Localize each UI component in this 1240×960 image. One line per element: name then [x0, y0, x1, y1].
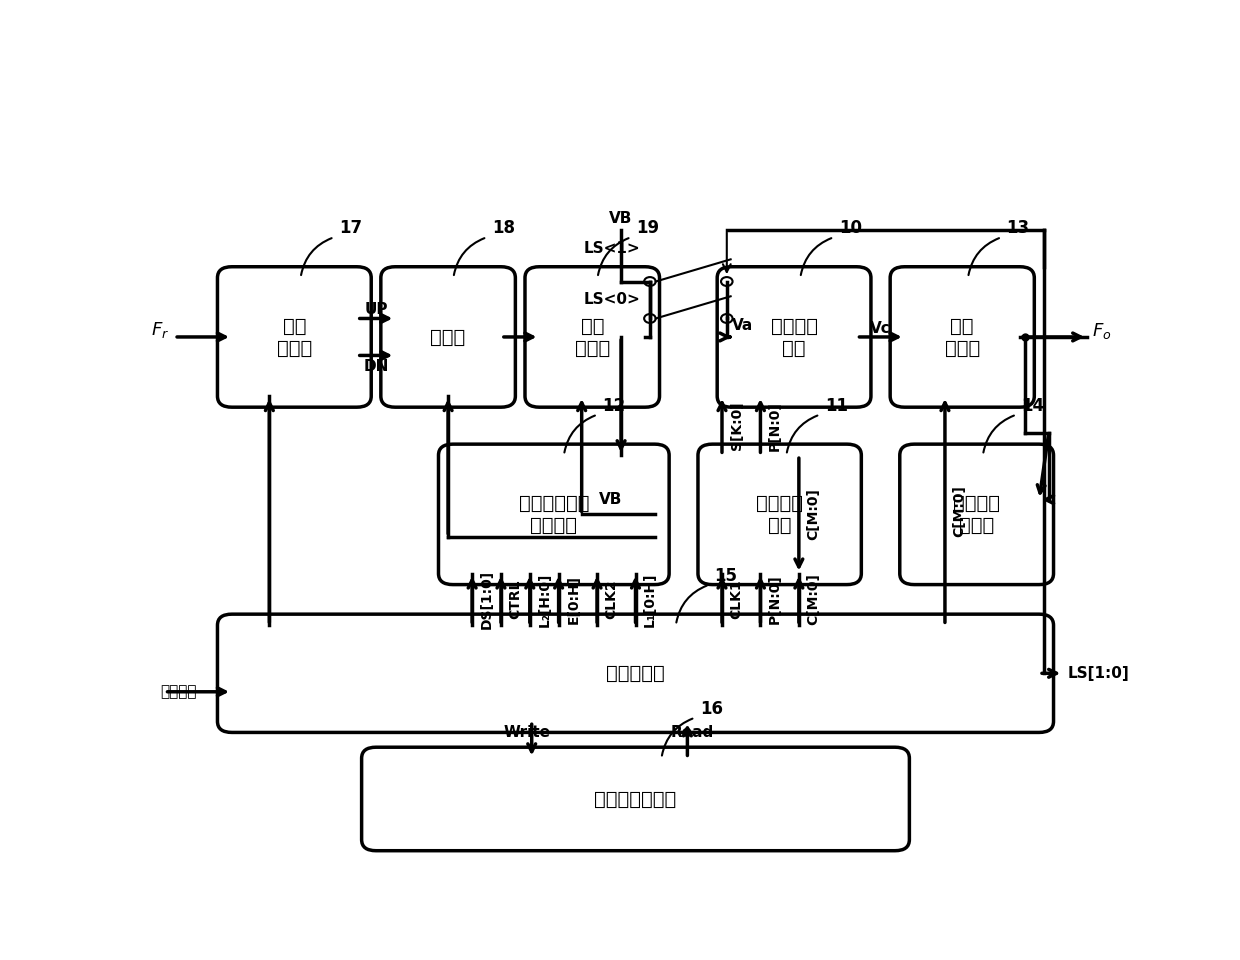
Text: Va: Va	[732, 319, 753, 333]
Text: CLK1: CLK1	[729, 580, 744, 619]
FancyBboxPatch shape	[381, 267, 516, 407]
Text: 压控
振荡器: 压控 振荡器	[945, 317, 980, 357]
Text: E[0:H]: E[0:H]	[567, 575, 580, 624]
Text: 19: 19	[636, 219, 660, 237]
FancyBboxPatch shape	[439, 444, 670, 585]
Text: 双模预置
分频器: 双模预置 分频器	[954, 493, 1001, 535]
Text: C[M:0]: C[M:0]	[952, 485, 967, 537]
Text: 18: 18	[492, 219, 515, 237]
Text: 16: 16	[699, 700, 723, 718]
Text: 13: 13	[1007, 219, 1029, 237]
FancyBboxPatch shape	[890, 267, 1034, 407]
Text: $F_r$: $F_r$	[151, 320, 170, 340]
Text: 10: 10	[838, 219, 862, 237]
Text: LS<1>: LS<1>	[584, 241, 640, 255]
Text: 环路
滤波器: 环路 滤波器	[574, 317, 610, 357]
Text: C[M:0]: C[M:0]	[806, 573, 821, 625]
Text: $F_o$: $F_o$	[1092, 321, 1111, 341]
Text: UP: UP	[365, 302, 388, 317]
FancyBboxPatch shape	[900, 444, 1054, 585]
Text: LS[1:0]: LS[1:0]	[1068, 666, 1130, 681]
Text: 17: 17	[339, 219, 362, 237]
Text: P[N:0]: P[N:0]	[768, 574, 782, 624]
Text: Write: Write	[503, 725, 551, 740]
FancyBboxPatch shape	[525, 267, 660, 407]
Text: 动态环路带宽
控制电路: 动态环路带宽 控制电路	[518, 493, 589, 535]
Text: L₁[0:H]: L₁[0:H]	[644, 572, 657, 627]
FancyBboxPatch shape	[362, 747, 909, 851]
FancyBboxPatch shape	[698, 444, 862, 585]
Text: 12: 12	[603, 396, 625, 415]
Text: VB: VB	[609, 211, 632, 227]
FancyBboxPatch shape	[217, 267, 371, 407]
Text: DS[1:0]: DS[1:0]	[480, 570, 494, 629]
Text: 11: 11	[825, 396, 848, 415]
Text: 数字处理器: 数字处理器	[606, 663, 665, 683]
Text: 非易失性存储器: 非易失性存储器	[594, 789, 677, 808]
FancyBboxPatch shape	[717, 267, 870, 407]
Text: Vc: Vc	[870, 321, 890, 336]
Text: C[M:0]: C[M:0]	[806, 489, 821, 540]
FancyBboxPatch shape	[217, 614, 1054, 732]
Text: P[N:0]: P[N:0]	[768, 400, 782, 450]
Text: 数字输入: 数字输入	[160, 684, 196, 699]
Text: L₂[H:0]: L₂[H:0]	[537, 572, 552, 627]
Text: LS<0>: LS<0>	[584, 293, 640, 307]
Text: VB: VB	[599, 492, 622, 507]
Text: 频率预置
电路: 频率预置 电路	[770, 317, 817, 357]
Text: 电荷泵: 电荷泵	[430, 327, 466, 347]
Text: 鉴频
鉴相器: 鉴频 鉴相器	[277, 317, 312, 357]
Text: S[K:0]: S[K:0]	[729, 401, 744, 450]
Text: CTRL: CTRL	[508, 580, 522, 619]
Text: CLK2: CLK2	[605, 580, 619, 619]
Text: 14: 14	[1022, 396, 1044, 415]
Text: DN: DN	[363, 359, 388, 374]
Text: Read: Read	[671, 725, 714, 740]
Text: 15: 15	[714, 566, 738, 585]
Text: 温度开关
阵列: 温度开关 阵列	[756, 493, 804, 535]
